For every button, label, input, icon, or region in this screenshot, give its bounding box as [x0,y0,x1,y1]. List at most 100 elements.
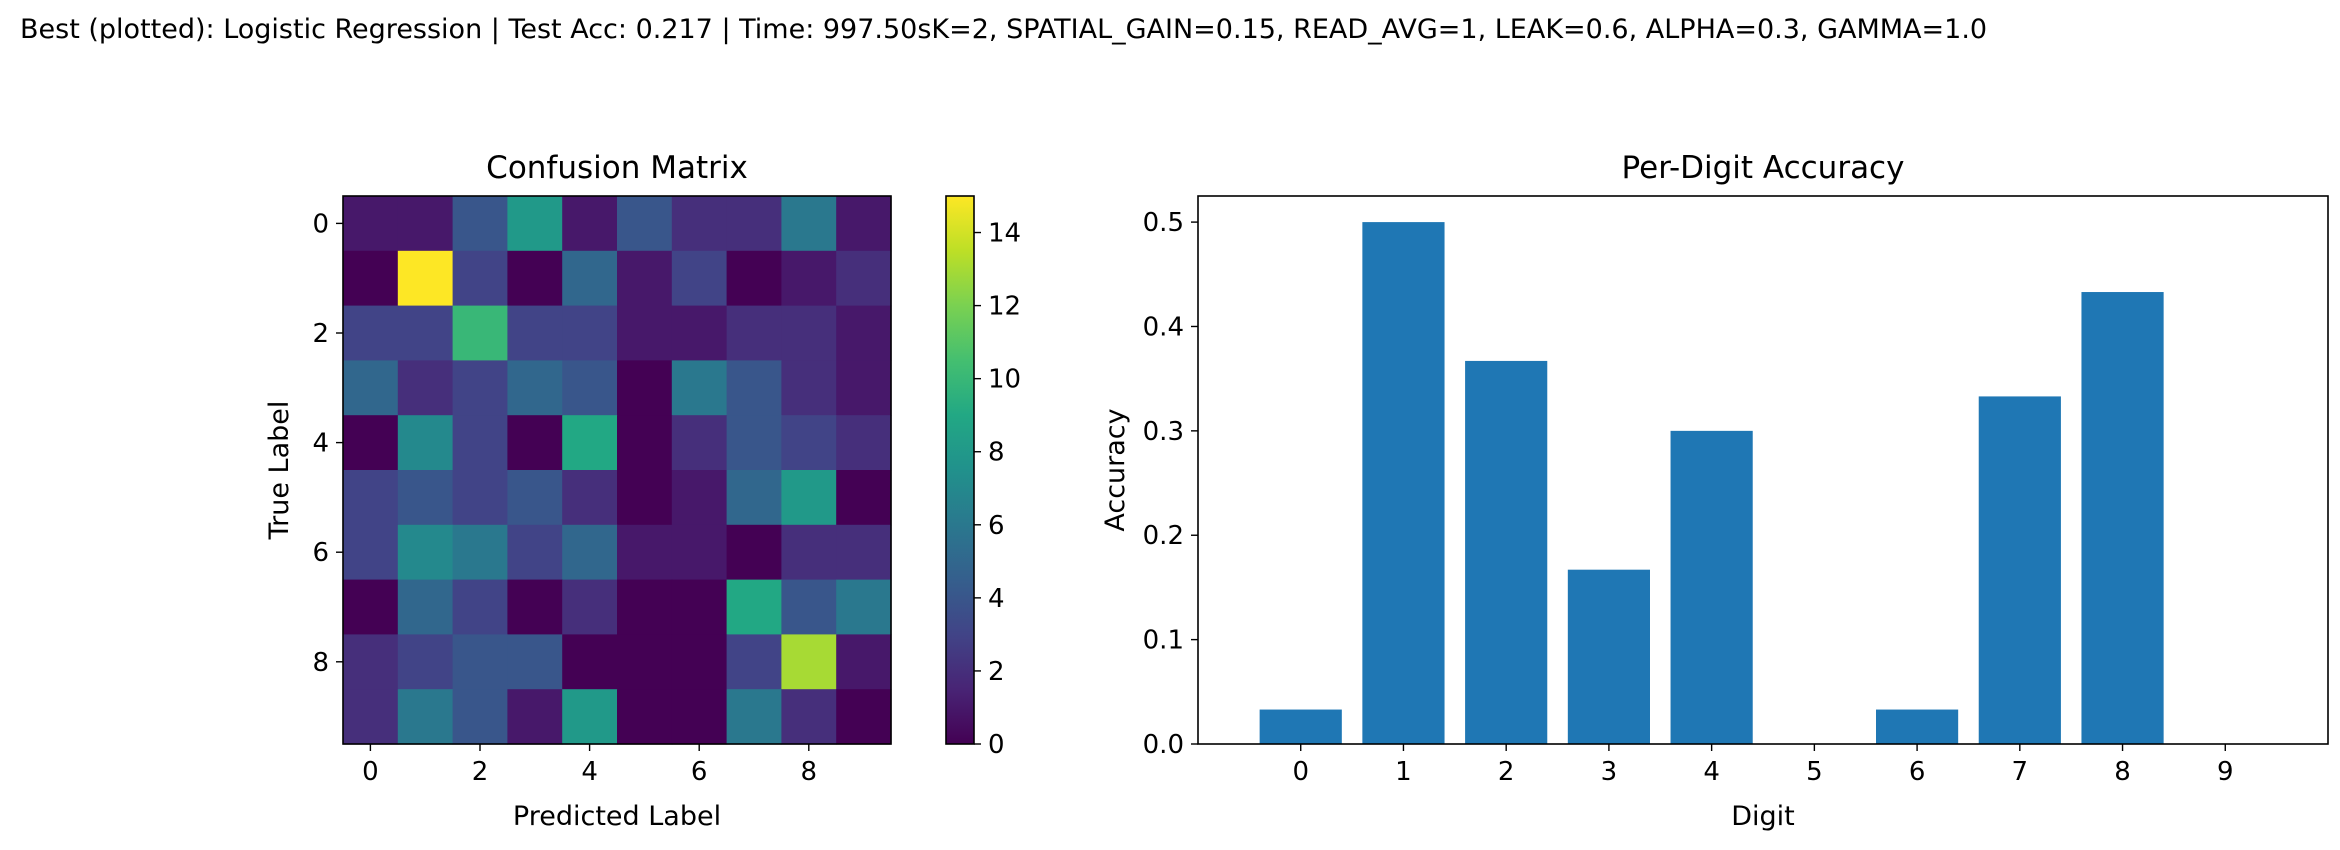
y-tick-label: 8 [312,648,329,678]
heatmap-cell [343,524,399,581]
heatmap-cell [781,360,837,416]
heatmap-cell [507,250,563,307]
y-tick-label: 0.4 [1143,312,1184,342]
heatmap-cell [781,250,837,307]
heatmap-cell [726,415,782,471]
heatmap-cell [343,196,399,252]
colorbar-tick-label: 8 [988,438,1005,468]
heatmap-cell [836,415,892,471]
heatmap-cell [397,470,454,526]
accuracy-chart-title: Per-Digit Accuracy [1622,150,1905,186]
heatmap-cell [671,470,728,526]
heatmap-cell [452,360,508,416]
x-tick-label: 8 [2114,757,2131,787]
accuracy-bar [1978,396,2061,744]
heatmap-cell [726,689,782,745]
accuracy-x-ticks: 0 1 2 3 4 5 6 7 8 9 [1292,744,2234,787]
heatmap-cell [781,415,837,471]
heatmap-cell [617,415,673,471]
heatmap-cell [562,470,618,526]
heatmap-cell [562,196,618,252]
y-tick-label: 2 [312,319,329,349]
heatmap-cell [507,689,563,745]
heatmap-cell [617,634,673,690]
heatmap-cell [726,470,782,526]
x-tick-label: 6 [691,757,708,787]
heatmap-cell [562,250,618,307]
heatmap-cell [781,196,837,252]
heatmap-cell [836,524,892,581]
heatmap-cell [507,415,563,471]
heatmap-cell [452,305,508,361]
y-tick-label: 6 [312,538,329,568]
heatmap-cell [562,579,618,635]
heatmap-cell [781,305,837,361]
heatmap-cell [452,524,508,581]
heatmap-cell [562,689,618,745]
heatmap-cell [671,524,728,581]
heatmap-cell [836,579,892,635]
accuracy-chart-frame [1197,195,2329,745]
heatmap-cell [726,524,782,581]
x-tick-label: 4 [1703,757,1720,787]
heatmap-cell [671,305,728,361]
heatmap-cell [507,196,563,252]
heatmap-cell [452,196,508,252]
heatmap-cell [617,250,673,307]
heatmap-cell [671,579,728,635]
heatmap-cell [397,524,454,581]
colorbar: 0 2 4 6 8 10 12 14 [945,195,1021,760]
x-tick-label: 6 [1909,757,1926,787]
heatmap-cell [507,305,563,361]
x-tick-label: 8 [801,757,818,787]
heatmap-cell [343,579,399,635]
y-tick-label: 0.1 [1143,626,1184,656]
x-tick-label: 5 [1806,757,1823,787]
heatmap-cell [343,689,399,745]
figure-suptitle: Best (plotted): Logistic Regression | Te… [20,14,1988,45]
heatmap-cell [617,360,673,416]
heatmap-cell [617,579,673,635]
heatmap-cell [836,470,892,526]
x-tick-label: 0 [1292,757,1309,787]
accuracy-y-label: Accuracy [1100,408,1131,531]
heatmap-cell [726,579,782,635]
confusion-matrix-y-ticks: 0 2 4 6 8 [312,209,343,678]
y-tick-label: 0.5 [1143,208,1184,238]
heatmap-cell [562,305,618,361]
heatmap-cell [397,305,454,361]
confusion-matrix-x-label: Predicted Label [513,801,721,832]
x-tick-label: 7 [2012,757,2029,787]
x-tick-label: 9 [2217,757,2234,787]
heatmap-cell [726,196,782,252]
x-tick-label: 2 [1498,757,1515,787]
heatmap-cell [397,689,454,745]
heatmap-cell [781,634,837,690]
heatmap-cell [836,689,892,745]
accuracy-bar [1465,360,1548,744]
confusion-matrix-title: Confusion Matrix [486,150,748,186]
heatmap-cell [562,360,618,416]
accuracy-y-ticks: 0.0 0.1 0.2 0.3 0.4 0.5 [1143,208,1198,760]
heatmap-cell [781,524,837,581]
accuracy-bar [2081,292,2164,744]
heatmap-cell [397,250,454,307]
heatmap-cell [781,470,837,526]
heatmap-cell [671,196,728,252]
heatmap-cell [343,634,399,690]
heatmap-cell [452,470,508,526]
heatmap-cell [562,524,618,581]
y-tick-label: 0.2 [1143,521,1184,551]
heatmap-cell [836,360,892,416]
heatmap-cell [671,250,728,307]
heatmap-cell [562,415,618,471]
y-tick-label: 0.0 [1143,730,1184,760]
accuracy-bars [1259,222,2164,745]
heatmap-cell [452,634,508,690]
heatmap-cell [781,579,837,635]
colorbar-tick-label: 12 [988,292,1021,322]
x-tick-label: 1 [1395,757,1412,787]
colorbar-tick-label: 0 [988,730,1005,760]
